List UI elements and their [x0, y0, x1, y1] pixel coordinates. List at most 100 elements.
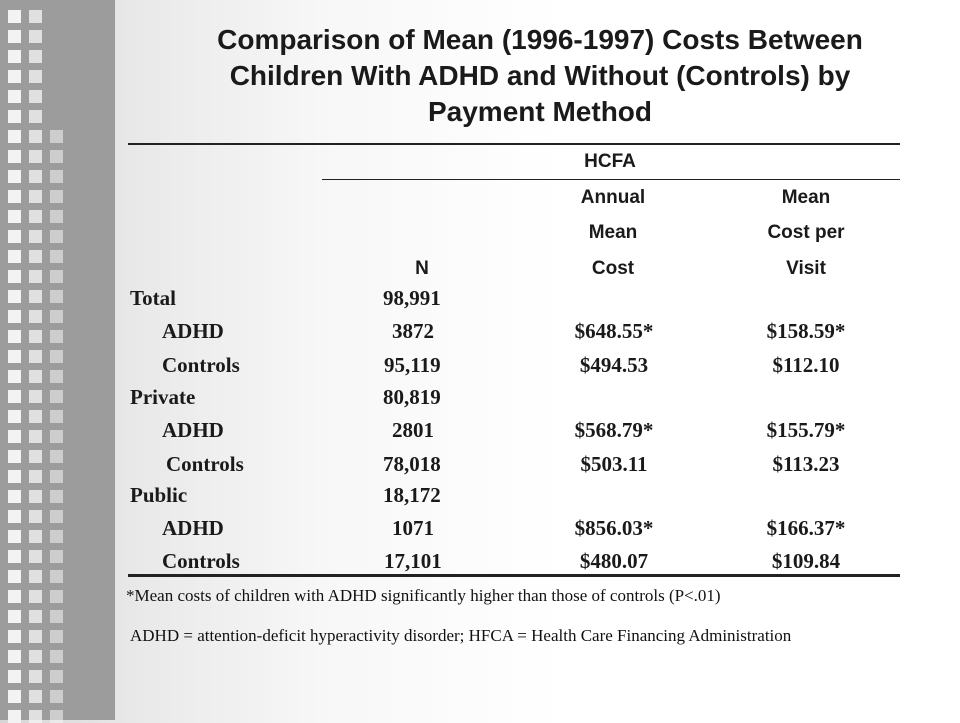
significance-footnote: *Mean costs of children with ADHD signif…	[126, 586, 721, 605]
decorative-square	[50, 450, 63, 463]
decorative-square	[8, 550, 21, 563]
title-line: Children With ADHD and Without (Controls…	[229, 60, 851, 91]
row-label: Total	[130, 286, 176, 310]
decorative-square	[50, 330, 63, 343]
decorative-square	[8, 70, 21, 83]
row-label: Private	[130, 385, 196, 409]
decorative-square	[8, 590, 21, 603]
row-label: Public	[130, 483, 188, 507]
decorative-square	[8, 210, 21, 223]
decorative-square	[29, 670, 42, 683]
decorative-square	[50, 570, 63, 583]
decorative-square	[50, 630, 63, 643]
decorative-square	[29, 250, 42, 263]
decorative-square	[50, 310, 63, 323]
decorative-square	[50, 670, 63, 683]
decorative-square	[50, 190, 63, 203]
decorative-square	[8, 110, 21, 123]
decorative-square	[8, 410, 21, 423]
decorative-square	[29, 450, 42, 463]
row-visit-cost: $166.37*	[766, 516, 846, 540]
row-visit-cost: $113.23	[772, 452, 840, 476]
title-line: Comparison of Mean (1996-1997) Costs Bet…	[217, 24, 863, 55]
row-label: ADHD	[162, 319, 224, 343]
row-annual-cost: $856.03*	[574, 516, 654, 540]
decorative-square	[29, 650, 42, 663]
decorative-square	[8, 370, 21, 383]
decorative-square	[29, 690, 42, 703]
decorative-square	[29, 470, 42, 483]
decorative-square	[29, 270, 42, 283]
row-annual-cost: $480.07	[579, 549, 649, 573]
row-annual-cost: $568.79*	[574, 418, 654, 442]
decorative-square	[50, 230, 63, 243]
row-visit-cost: $109.84	[771, 549, 841, 573]
slide-title: Comparison of Mean (1996-1997) Costs Bet…	[120, 22, 960, 130]
row-label: Controls	[166, 452, 244, 476]
decorative-square	[29, 390, 42, 403]
decorative-square	[29, 10, 42, 23]
decorative-square	[8, 230, 21, 243]
decorative-square	[8, 90, 21, 103]
col-header-visit-line1: Mean	[781, 187, 831, 208]
decorative-square	[8, 670, 21, 683]
decorative-square	[8, 510, 21, 523]
decorative-square	[29, 30, 42, 43]
decorative-square	[50, 490, 63, 503]
row-n: 95,119	[384, 353, 441, 377]
col-header-annual-line1: Annual	[580, 187, 646, 208]
decorative-square	[29, 630, 42, 643]
decorative-square	[50, 130, 63, 143]
decorative-square	[8, 10, 21, 23]
decorative-square	[29, 50, 42, 63]
decorative-square	[50, 710, 63, 723]
decorative-square	[29, 430, 42, 443]
decorative-square	[29, 70, 42, 83]
decorative-square	[50, 390, 63, 403]
row-visit-cost: $112.10	[772, 353, 840, 377]
decorative-square	[50, 470, 63, 483]
abbreviation-footnote: ADHD = attention-deficit hyperactivity d…	[130, 626, 792, 645]
decorative-square	[8, 130, 21, 143]
decorative-square	[50, 270, 63, 283]
row-n: 98,991	[383, 286, 441, 310]
row-label: ADHD	[162, 516, 224, 540]
decorative-square	[50, 210, 63, 223]
col-header-annual-line2: Mean	[588, 222, 638, 243]
decorative-square	[8, 270, 21, 283]
row-n: 78,018	[383, 452, 441, 476]
decorative-square	[50, 690, 63, 703]
decorative-square	[50, 530, 63, 543]
decorative-square	[8, 350, 21, 363]
decorative-square	[8, 150, 21, 163]
decorative-square	[50, 510, 63, 523]
row-label: Controls	[162, 353, 240, 377]
decorative-square	[29, 90, 42, 103]
row-n: 80,819	[383, 385, 441, 409]
decorative-square	[50, 550, 63, 563]
group-header-rule	[322, 179, 900, 180]
decorative-square	[50, 290, 63, 303]
decorative-square	[8, 490, 21, 503]
decorative-square	[29, 170, 42, 183]
decorative-square	[50, 370, 63, 383]
decorative-square	[8, 450, 21, 463]
decorative-square	[50, 430, 63, 443]
decorative-square	[29, 230, 42, 243]
decorative-square	[29, 610, 42, 623]
decorative-square	[50, 610, 63, 623]
decorative-square	[29, 570, 42, 583]
col-header-annual-line3: Cost	[591, 258, 635, 279]
row-n: 17,101	[384, 549, 442, 573]
decorative-square	[29, 150, 42, 163]
row-visit-cost: $155.79*	[766, 418, 846, 442]
decorative-square	[29, 290, 42, 303]
title-line: Payment Method	[427, 96, 653, 127]
decorative-square	[8, 390, 21, 403]
decorative-square	[29, 510, 42, 523]
decorative-square	[8, 470, 21, 483]
col-header-visit-line3: Visit	[786, 258, 826, 279]
table-top-rule	[128, 143, 900, 145]
decorative-square	[8, 250, 21, 263]
row-n: 1071	[392, 516, 434, 540]
